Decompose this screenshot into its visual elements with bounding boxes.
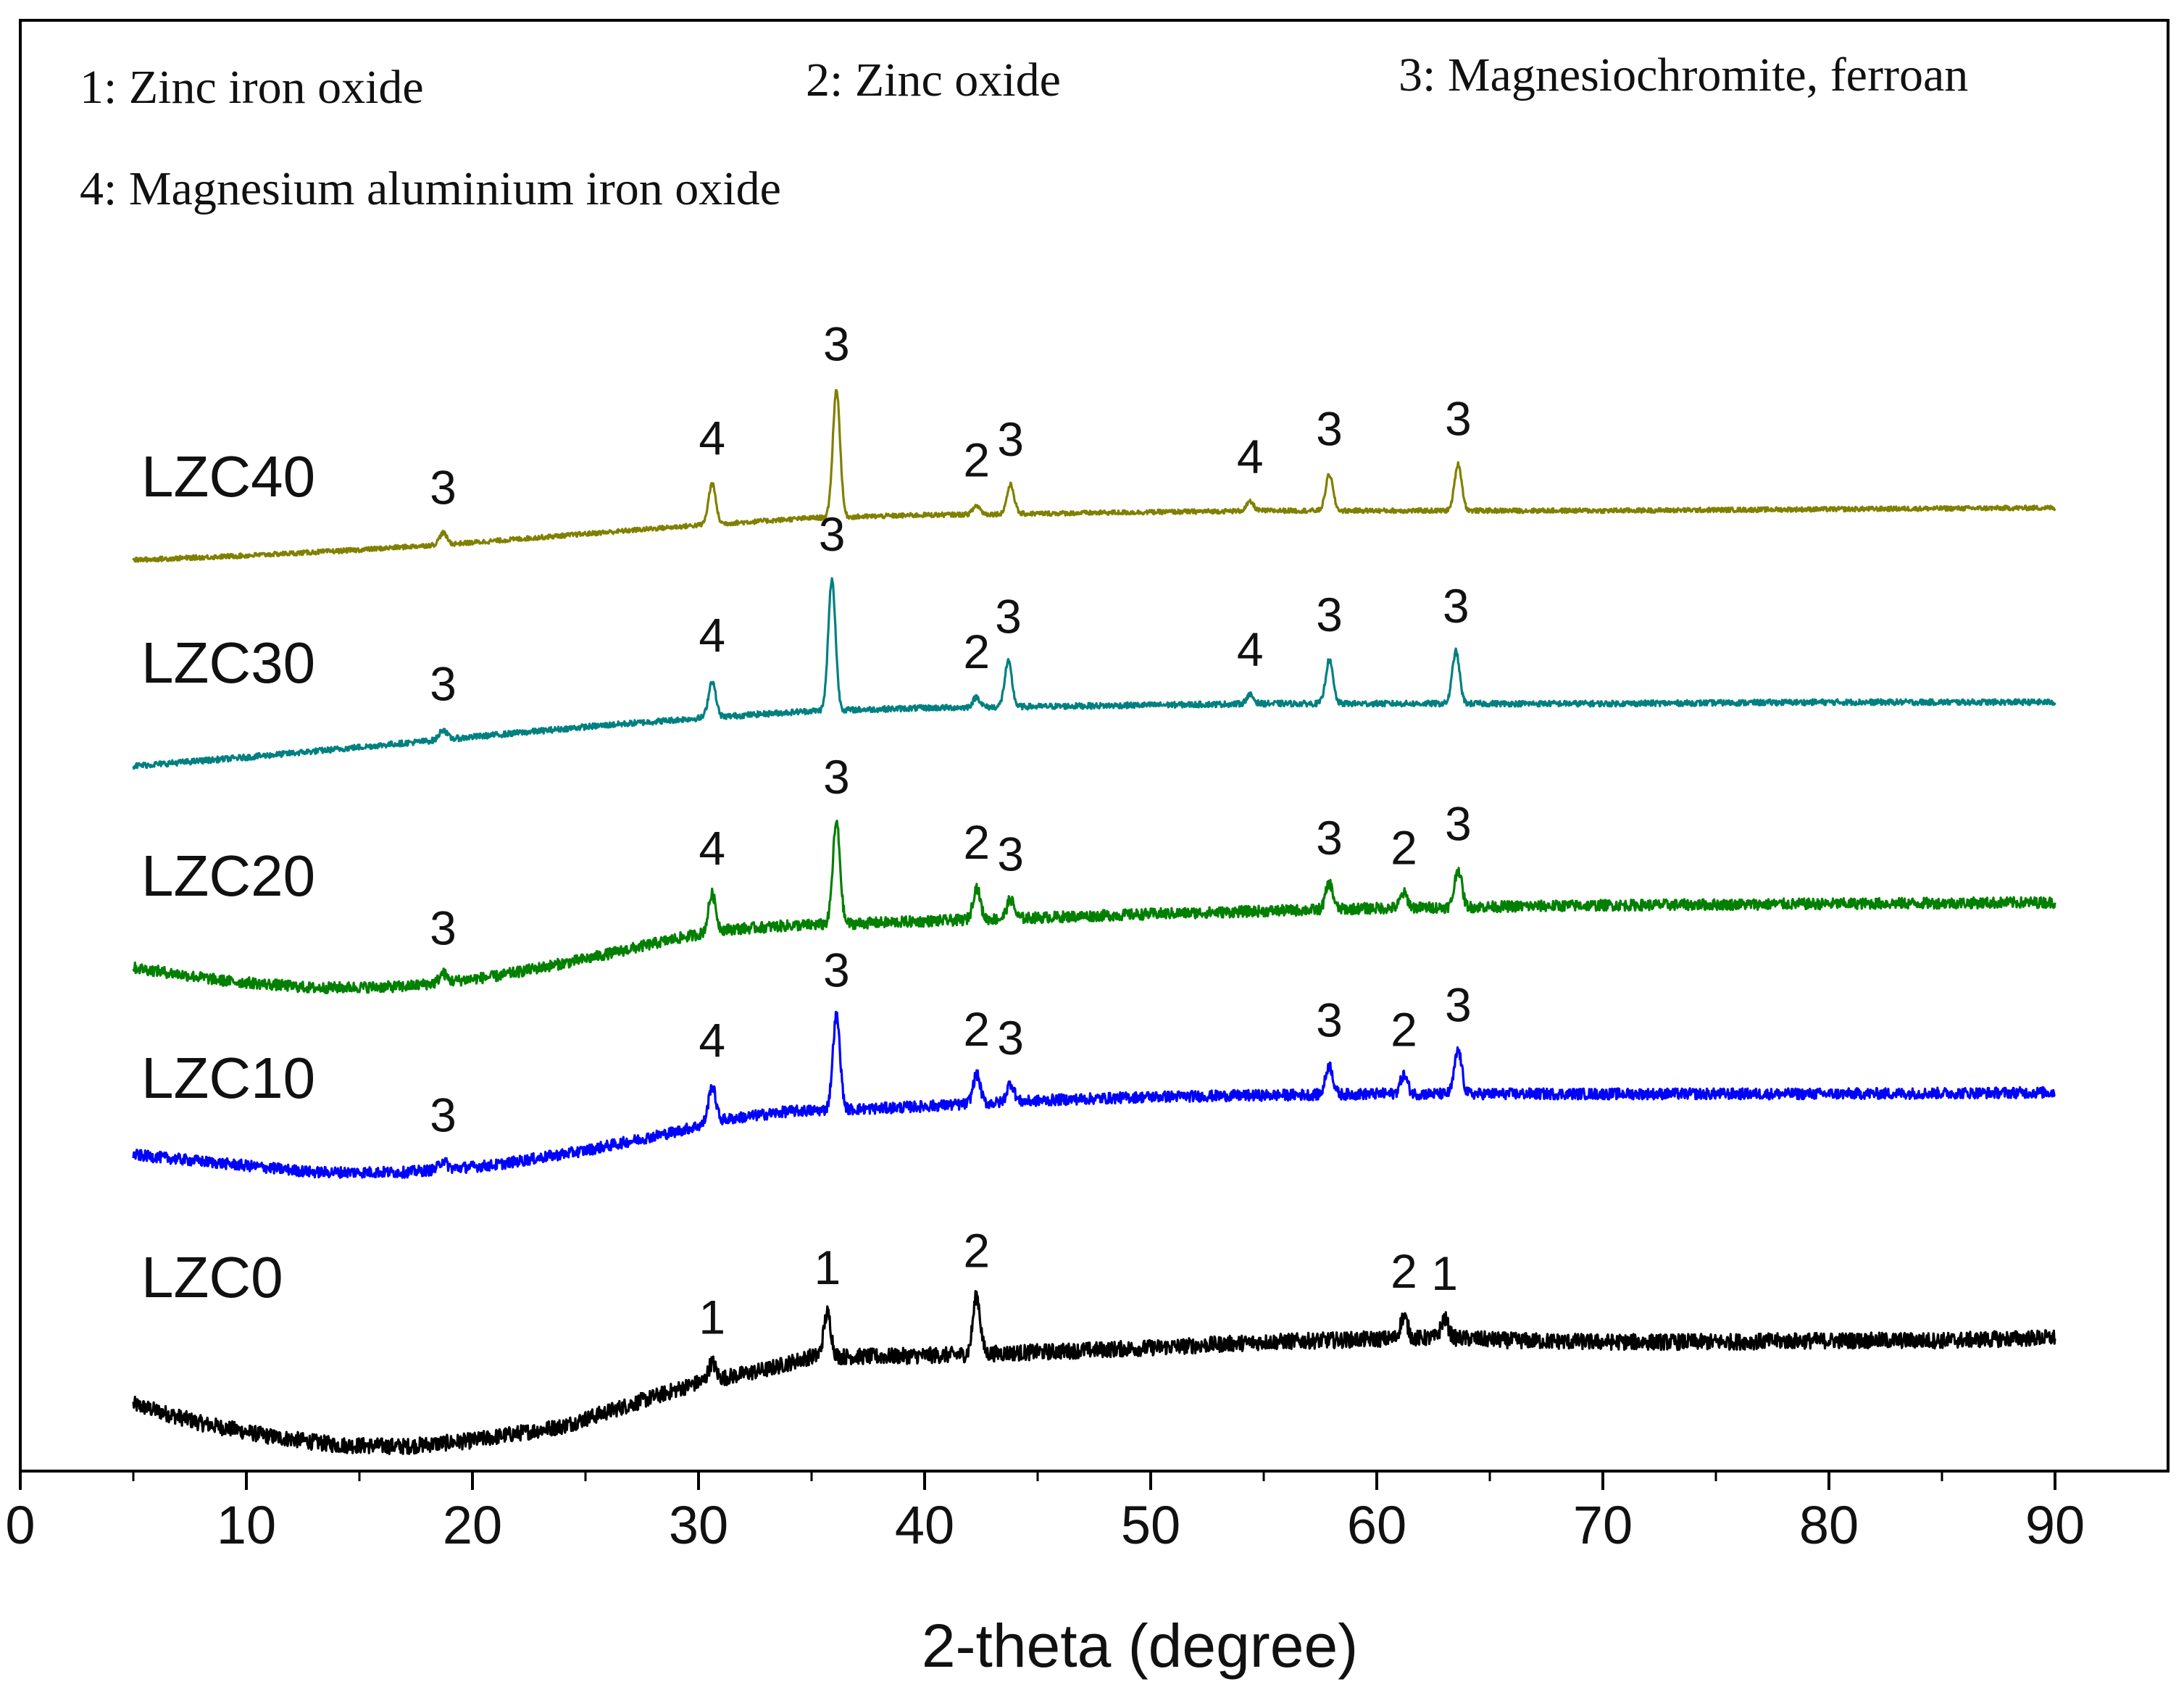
- peak-label: 2: [963, 815, 990, 869]
- x-axis-title: 2-theta (degree): [922, 1612, 1358, 1680]
- peak-label: 3: [1445, 978, 1472, 1031]
- peak-label: 2: [1391, 1244, 1417, 1298]
- peak-label: 1: [699, 1290, 725, 1344]
- peak-label: 2: [1391, 1002, 1417, 1056]
- peak-label: 3: [1316, 402, 1343, 456]
- series-label-lzc40: LZC40: [141, 444, 315, 509]
- peak-label: 2: [1391, 821, 1417, 875]
- x-tick-label: 60: [1347, 1495, 1406, 1555]
- peak-label: 1: [814, 1241, 841, 1294]
- peak-label: 2: [963, 433, 990, 487]
- x-tick-label: 80: [1799, 1495, 1859, 1555]
- peak-label: 3: [430, 657, 457, 711]
- x-tick-label: 90: [2025, 1495, 2085, 1555]
- peak-label: 2: [963, 1002, 990, 1056]
- peak-label: 4: [1237, 430, 1264, 483]
- x-tick-label: 70: [1573, 1495, 1633, 1555]
- series-label-lzc30: LZC30: [141, 630, 315, 695]
- x-tick-label: 0: [5, 1495, 35, 1555]
- peak-label: 3: [430, 460, 457, 514]
- x-tick-label: 40: [895, 1495, 954, 1555]
- peak-label: 3: [1316, 811, 1343, 865]
- peak-label: 4: [699, 609, 725, 662]
- peak-label: 4: [1237, 622, 1264, 676]
- series-line-lzc20: [132, 820, 2056, 994]
- peak-label: 3: [1316, 993, 1343, 1046]
- x-tick-label: 30: [669, 1495, 728, 1555]
- peak-label: 3: [1316, 588, 1343, 641]
- peak-label: 3: [823, 943, 850, 996]
- peak-label: 4: [699, 411, 725, 465]
- series-label-lzc0: LZC0: [141, 1245, 283, 1309]
- x-tick-label: 50: [1121, 1495, 1180, 1555]
- peak-label: 3: [430, 1088, 457, 1141]
- peak-label: 3: [995, 589, 1022, 643]
- series-label-lzc20: LZC20: [141, 844, 315, 908]
- peak-label: 1: [1431, 1246, 1458, 1300]
- legend-entry-4: 4: Magnesium aluminium iron oxide: [80, 162, 781, 215]
- x-tick-label: 10: [217, 1495, 276, 1555]
- peak-label: 3: [430, 901, 457, 954]
- peak-label: 2: [963, 1223, 990, 1277]
- plot-frame: [19, 19, 2170, 1473]
- peak-label: 3: [823, 317, 850, 371]
- peak-label: 3: [1445, 392, 1472, 446]
- x-tick-label: 20: [443, 1495, 502, 1555]
- peak-label: 2: [963, 625, 990, 678]
- peak-label: 3: [997, 1011, 1024, 1065]
- peak-label: 4: [699, 1014, 725, 1067]
- series-line-lzc0: [132, 1290, 2056, 1455]
- peak-label: 3: [997, 827, 1024, 880]
- peak-label: 3: [819, 507, 846, 561]
- peak-label: 4: [699, 822, 725, 875]
- peak-label: 3: [1445, 797, 1472, 851]
- series-line-lzc40: [132, 388, 2056, 563]
- peak-label: 3: [823, 750, 850, 804]
- series-line-lzc10: [132, 1010, 2056, 1179]
- legend-entry-1: 1: Zinc iron oxide: [80, 61, 424, 114]
- series-line-lzc30: [132, 577, 2056, 770]
- series-label-lzc10: LZC10: [141, 1046, 315, 1110]
- peak-label: 3: [1443, 579, 1470, 633]
- legend-entry-3: 3: Magnesiochromite, ferroan: [1399, 49, 1968, 101]
- peak-label: 3: [997, 412, 1024, 466]
- legend-entry-2: 2: Zinc oxide: [806, 54, 1061, 107]
